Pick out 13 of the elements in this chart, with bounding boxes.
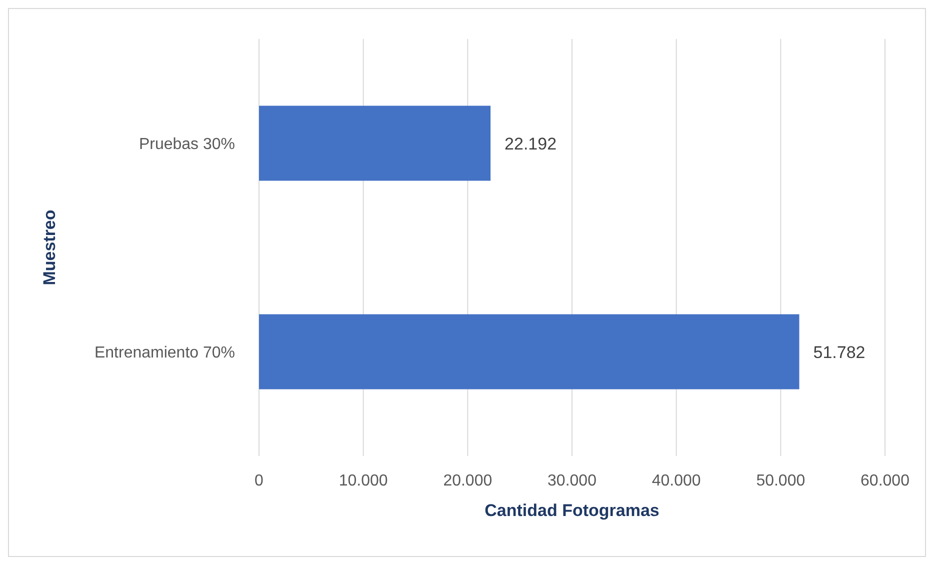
y-axis-title: Muestreo — [40, 210, 60, 286]
x-tick-label: 10.000 — [338, 472, 388, 490]
x-tick-label: 20.000 — [443, 472, 492, 490]
y-tick-label: Entrenamiento 70% — [94, 344, 235, 362]
data-label: 51.782 — [813, 342, 866, 362]
x-tick-label: 0 — [254, 472, 264, 490]
x-tick-label: 40.000 — [652, 472, 701, 490]
x-axis-title: Cantidad Fotogramas — [484, 501, 660, 520]
x-tick-label: 30.000 — [548, 472, 597, 490]
data-label: 22.192 — [504, 134, 557, 154]
x-tick-label: 50.000 — [756, 472, 806, 490]
y-tick-label: Pruebas 30% — [138, 136, 235, 153]
x-tick-label: 60.000 — [860, 472, 910, 490]
